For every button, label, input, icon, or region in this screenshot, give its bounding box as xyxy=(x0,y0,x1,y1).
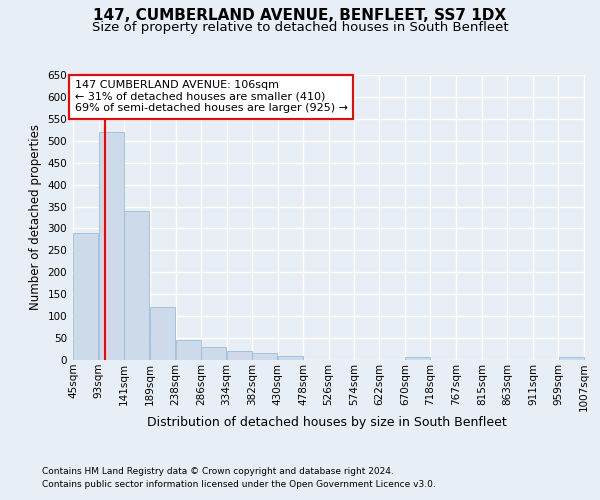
Bar xyxy=(98,132,124,360)
Bar xyxy=(227,351,252,360)
Text: Contains HM Land Registry data © Crown copyright and database right 2024.: Contains HM Land Registry data © Crown c… xyxy=(42,467,394,476)
Bar xyxy=(149,308,175,360)
Bar xyxy=(559,357,584,360)
Text: 147 CUMBERLAND AVENUE: 106sqm
← 31% of detached houses are smaller (410)
69% of : 147 CUMBERLAND AVENUE: 106sqm ← 31% of d… xyxy=(74,80,347,114)
Bar xyxy=(73,233,98,360)
Text: Size of property relative to detached houses in South Benfleet: Size of property relative to detached ho… xyxy=(92,22,508,35)
Bar xyxy=(124,211,149,360)
Bar xyxy=(405,357,430,360)
Text: 147, CUMBERLAND AVENUE, BENFLEET, SS7 1DX: 147, CUMBERLAND AVENUE, BENFLEET, SS7 1D… xyxy=(94,8,506,22)
Bar xyxy=(176,340,201,360)
Bar xyxy=(252,354,277,360)
Bar xyxy=(278,356,303,360)
Y-axis label: Number of detached properties: Number of detached properties xyxy=(29,124,42,310)
Bar xyxy=(201,347,226,360)
Text: Distribution of detached houses by size in South Benfleet: Distribution of detached houses by size … xyxy=(147,416,507,429)
Text: Contains public sector information licensed under the Open Government Licence v3: Contains public sector information licen… xyxy=(42,480,436,489)
